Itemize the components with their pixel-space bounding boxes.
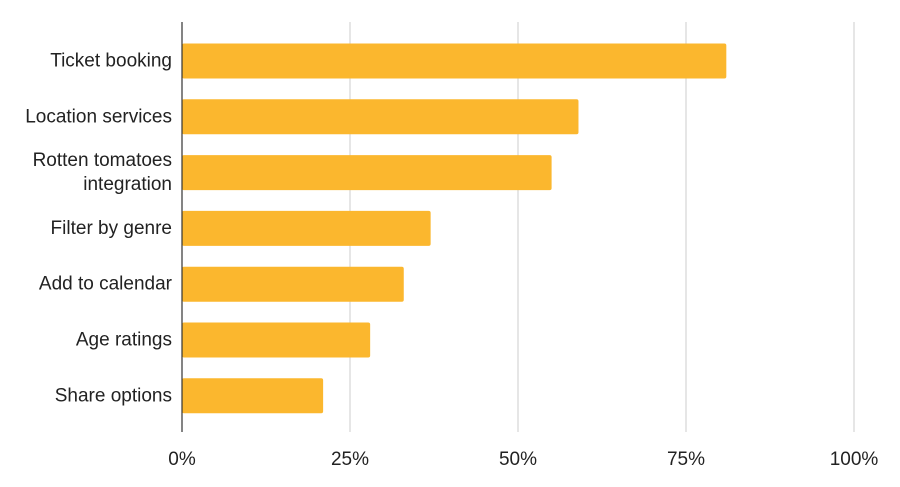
category-label-rotten-tomatoes-integration-line-1: Rotten tomatoes [33,150,172,171]
bar-age-ratings [182,322,371,358]
x-tick-label-50: 50% [499,449,537,470]
category-label-filter-by-genre: Filter by genre [51,218,172,239]
bar-filter-by-genre [182,210,431,246]
category-labels: Ticket booking Location services Rotten to… [25,51,172,407]
bar-rotten-tomatoes-integration [182,155,552,191]
category-label-location-services: Location services [25,106,172,127]
x-tick-label-25: 25% [331,449,369,470]
category-label-share-options: Share options [55,385,172,406]
x-tick-label-75: 75% [667,449,705,470]
bar-location-services [182,99,579,135]
category-label-ticket-booking: Ticket booking [50,51,172,72]
category-label-rotten-tomatoes-integration-line-2: integration [83,174,172,195]
bar-add-to-calendar [182,266,404,302]
bar-ticket-booking [182,43,727,79]
category-label-add-to-calendar: Add to calendar [39,274,173,295]
category-label-age-ratings: Age ratings [76,330,172,351]
x-tick-labels: 0% 25% 50% 75% 100% [168,449,878,470]
bars [182,43,727,414]
x-tick-label-100: 100% [830,449,879,470]
bar-share-options [182,378,324,414]
x-tick-label-0: 0% [168,449,196,470]
